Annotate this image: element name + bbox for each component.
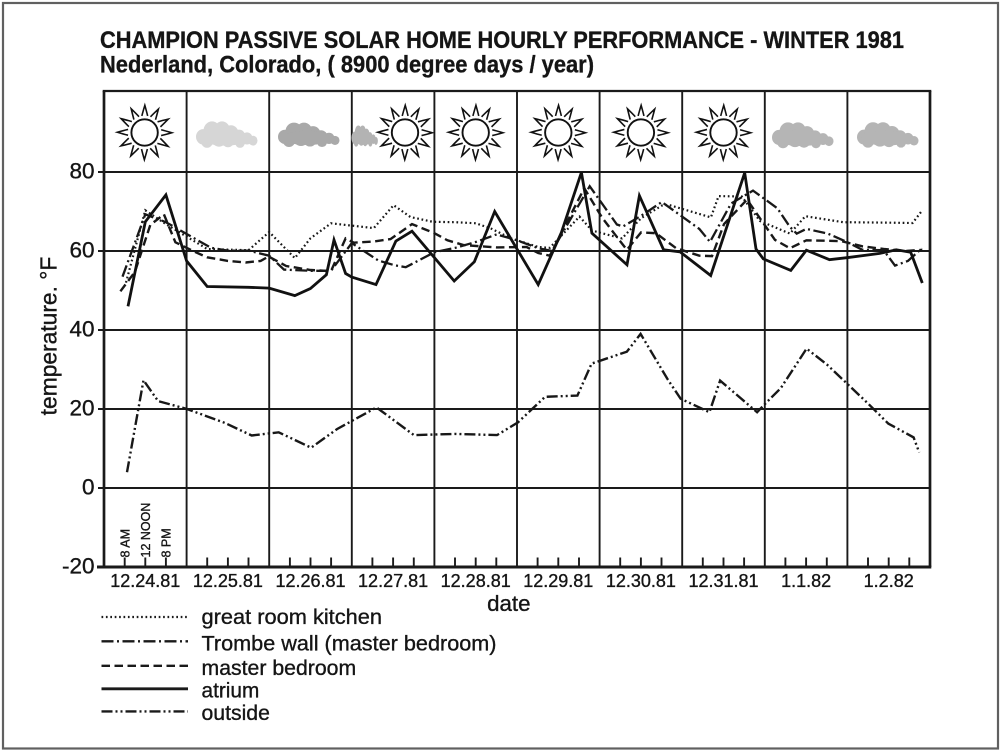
svg-text:12.31.81: 12.31.81 [688, 571, 758, 591]
svg-text:12.24.81: 12.24.81 [110, 571, 180, 591]
svg-text:80: 80 [69, 158, 94, 183]
svg-text:8 AM: 8 AM [118, 529, 132, 558]
svg-text:12.25.81: 12.25.81 [193, 571, 263, 591]
svg-text:1.1.82: 1.1.82 [781, 571, 831, 591]
svg-text:Trombe wall (master bedroom): Trombe wall (master bedroom) [202, 631, 497, 655]
svg-text:date: date [487, 591, 530, 616]
svg-text:12 NOON: 12 NOON [139, 503, 153, 558]
svg-text:master bedroom: master bedroom [202, 656, 357, 680]
svg-text:12.26.81: 12.26.81 [275, 571, 345, 591]
svg-text:12.30.81: 12.30.81 [606, 571, 676, 591]
svg-text:12.27.81: 12.27.81 [358, 571, 428, 591]
svg-text:1.2.82: 1.2.82 [864, 571, 914, 591]
svg-text:-20: -20 [62, 553, 95, 578]
svg-text:8 PM: 8 PM [160, 528, 174, 557]
svg-text:20: 20 [69, 395, 94, 420]
svg-text:12.28.81: 12.28.81 [441, 571, 511, 591]
svg-text:40: 40 [69, 316, 94, 341]
svg-text:60: 60 [69, 237, 94, 262]
svg-text:temperature. °F: temperature. °F [36, 257, 62, 416]
svg-text:0: 0 [82, 474, 95, 499]
svg-text:outside: outside [202, 701, 270, 725]
svg-text:12.29.81: 12.29.81 [523, 571, 593, 591]
svg-text:atrium: atrium [202, 679, 260, 703]
svg-text:Nederland, Colorado, ( 8900 de: Nederland, Colorado, ( 8900 degree days … [100, 51, 594, 78]
svg-text:CHAMPION PASSIVE SOLAR HOME HO: CHAMPION PASSIVE SOLAR HOME HOURLY PERFO… [100, 27, 904, 54]
svg-text:great room kitchen: great room kitchen [202, 605, 383, 629]
